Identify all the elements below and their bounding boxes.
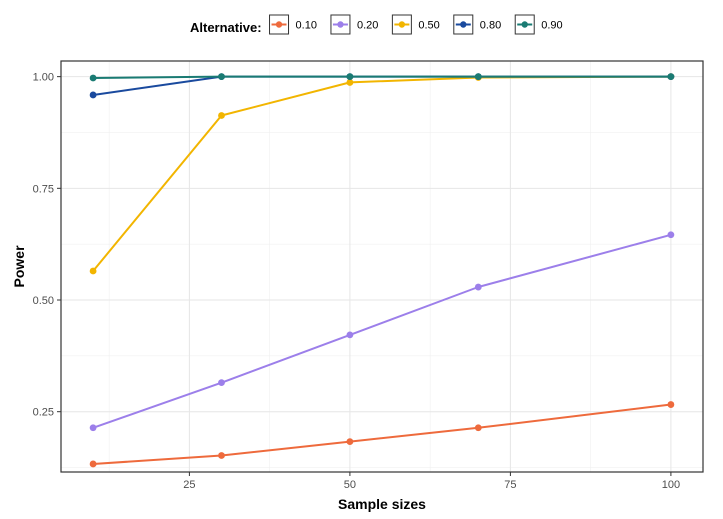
data-point-0.90: [346, 73, 354, 81]
x-axis: 25 50 75 100: [183, 472, 680, 491]
legend-item: 0.10: [269, 14, 317, 35]
legend-key-point: [521, 21, 528, 28]
data-point-0.50: [89, 267, 97, 275]
legend-label: 0.50: [418, 20, 439, 32]
data-point-0.10: [218, 452, 225, 459]
series-layer: [89, 73, 675, 468]
y-tick-label: 1.00: [33, 72, 54, 84]
legend-label: 0.20: [357, 20, 378, 32]
x-tick-label: 50: [344, 479, 356, 491]
data-point-0.90: [667, 73, 675, 81]
legend-label: 0.90: [541, 20, 562, 32]
x-tick-label: 25: [183, 479, 195, 491]
y-tick-label: 0.25: [33, 407, 54, 419]
data-point-0.10: [89, 460, 97, 468]
data-point-0.90: [218, 73, 225, 81]
data-point-0.10: [474, 424, 482, 432]
data-point-0.20: [346, 331, 354, 339]
data-point-0.80: [89, 91, 97, 99]
plot-border: [60, 60, 704, 473]
x-tick-label: 100: [662, 479, 680, 491]
data-point-0.20: [474, 283, 482, 291]
data-point-0.20: [89, 424, 97, 432]
data-point-0.50: [346, 79, 354, 86]
x-axis-title: Sample sizes: [338, 496, 426, 512]
legend-title: Alternative:: [190, 20, 262, 35]
legend-label: 0.80: [480, 20, 501, 32]
legend-key-point: [275, 21, 283, 28]
legend-key-point: [398, 21, 406, 28]
grid-minor: [61, 61, 703, 472]
y-tick-label: 0.75: [33, 183, 54, 195]
grid-major: [61, 61, 703, 472]
data-point-0.50: [218, 112, 225, 119]
y-axis-title: Power: [11, 245, 27, 288]
data-point-0.90: [474, 73, 482, 81]
legend-label: 0.10: [296, 20, 317, 32]
legend-item: 0.80: [453, 14, 501, 35]
data-point-0.10: [667, 401, 675, 408]
data-point-0.20: [218, 379, 225, 387]
legend-item: 0.50: [391, 14, 440, 35]
legend-item: 0.20: [330, 14, 378, 35]
legend-key-point: [460, 21, 467, 28]
x-tick-label: 75: [504, 479, 516, 491]
legend-key-point: [337, 21, 344, 28]
data-point-0.10: [346, 438, 354, 446]
data-point-0.20: [667, 231, 675, 239]
y-tick-label: 0.50: [33, 295, 54, 307]
legend: Alternative: 0.10 0.20 0.50 0.80 0.90: [190, 14, 563, 35]
data-point-0.90: [89, 74, 97, 82]
legend-item: 0.90: [514, 14, 563, 35]
plot-panel: [61, 61, 703, 472]
y-axis: 0.25 0.50 0.75 1.00: [33, 72, 61, 419]
